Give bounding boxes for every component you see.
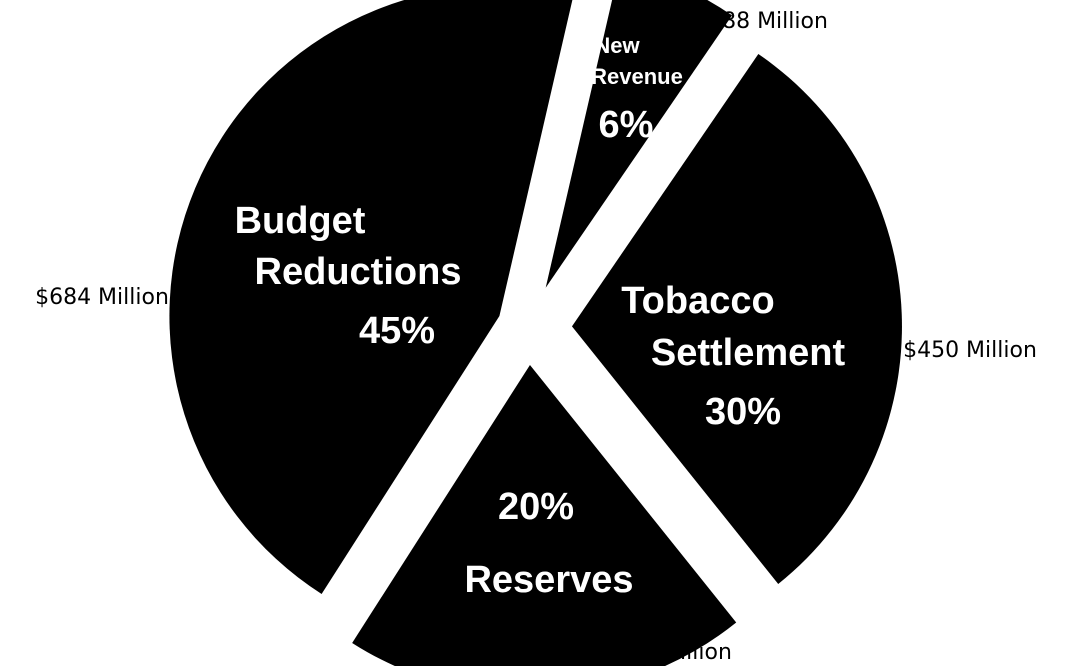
slice-percent-new-revenue: 6% xyxy=(599,104,654,146)
slice-amount-reserves: $299 Million xyxy=(598,640,732,665)
slice-label-budget-reductions-line-2: Reductions xyxy=(255,251,462,293)
slice-percent-tobacco-settlement: 30% xyxy=(705,391,781,433)
slice-amount-new-revenue: $88 Million xyxy=(708,9,828,34)
slice-amount-tobacco-settlement: $450 Million xyxy=(903,338,1037,363)
slice-label-new-revenue-line-1: New xyxy=(594,33,640,58)
slice-percent-reserves: 20% xyxy=(498,486,574,528)
slice-label-tobacco-settlement-line-1: Tobacco xyxy=(621,280,774,322)
slice-label-budget-reductions-line-1: Budget xyxy=(235,200,366,242)
pie-slice-new-revenue xyxy=(545,0,733,288)
slice-label-reserves: Reserves xyxy=(464,559,633,601)
slice-label-tobacco-settlement-line-2: Settlement xyxy=(651,332,846,374)
pie-slice-tobacco-settlement xyxy=(571,54,902,584)
pie-slice-budget-reductions xyxy=(169,0,573,594)
slice-label-new-revenue-line-2: Revenue xyxy=(591,64,683,89)
slice-amount-budget-reductions: $684 Million xyxy=(35,285,169,310)
slice-percent-budget-reductions: 45% xyxy=(359,310,435,352)
pie-slices xyxy=(169,0,902,666)
pie-slice-reserves xyxy=(352,364,737,666)
